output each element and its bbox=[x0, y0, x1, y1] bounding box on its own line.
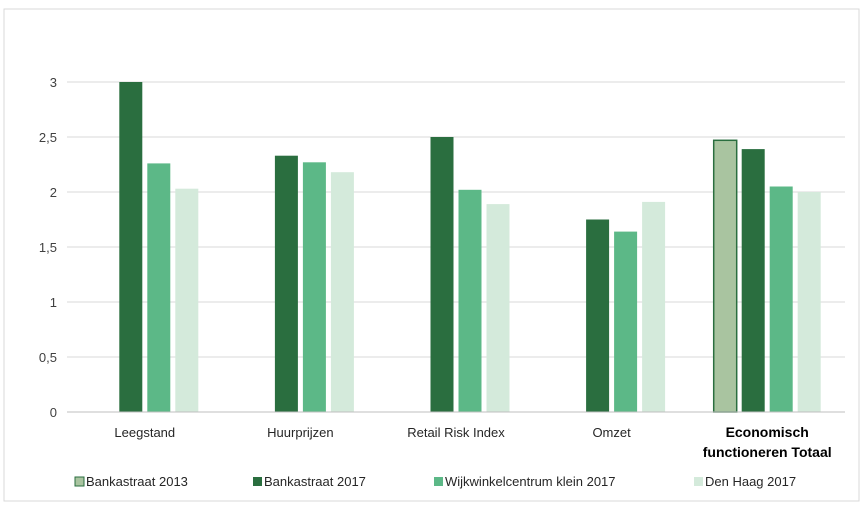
bar-bankastraat-2017-4 bbox=[741, 149, 765, 412]
bar-den-haag-2017-1 bbox=[330, 172, 354, 412]
y-tick-label: 1 bbox=[50, 295, 57, 310]
y-tick-label: 0,5 bbox=[39, 350, 57, 365]
bar-wijkwinkelcentrum-klein-2017-2 bbox=[458, 189, 482, 412]
bar-wijkwinkelcentrum-klein-2017-0 bbox=[147, 163, 171, 412]
y-tick-label: 3 bbox=[50, 75, 57, 90]
category-label: Leegstand bbox=[114, 425, 175, 440]
legend: Bankastraat 2013 Bankastraat 2017 Wijkwink… bbox=[74, 474, 796, 489]
bar-wijkwinkelcentrum-klein-2017-4 bbox=[769, 186, 793, 412]
bar-bankastraat-2017-0 bbox=[119, 82, 143, 412]
category-label: Economisch bbox=[726, 424, 809, 440]
bar-den-haag-2017-4 bbox=[797, 192, 821, 412]
bar-bankastraat-2017-2 bbox=[430, 137, 454, 412]
category-label: functioneren Totaal bbox=[703, 444, 832, 460]
bar-den-haag-2017-2 bbox=[486, 204, 510, 412]
bar-wijkwinkelcentrum-klein-2017-3 bbox=[614, 231, 638, 412]
bars bbox=[119, 82, 821, 413]
legend-swatch bbox=[74, 476, 85, 487]
bar-bankastraat-2013-4 bbox=[712, 139, 738, 413]
y-tick-label: 2 bbox=[50, 185, 57, 200]
y-axis-tick-labels: 0 0,5 1 1,5 2 2,5 3 bbox=[39, 75, 57, 420]
legend-swatch bbox=[694, 477, 703, 486]
y-tick-label: 1,5 bbox=[39, 240, 57, 255]
y-tick-label: 0 bbox=[50, 405, 57, 420]
legend-label: Bankastraat 2013 bbox=[86, 474, 188, 489]
bar-bankastraat-2017-1 bbox=[274, 155, 298, 412]
legend-label: Bankastraat 2017 bbox=[264, 474, 366, 489]
bar-wijkwinkelcentrum-klein-2017-1 bbox=[302, 162, 326, 412]
category-label: Retail Risk Index bbox=[407, 425, 505, 440]
category-label: Huurprijzen bbox=[267, 425, 333, 440]
legend-swatch bbox=[253, 477, 262, 486]
y-tick-label: 2,5 bbox=[39, 130, 57, 145]
bar-den-haag-2017-0 bbox=[175, 188, 199, 412]
category-labels: Leegstand Huurprijzen Retail Risk Index Omz… bbox=[114, 424, 831, 460]
legend-swatch bbox=[434, 477, 443, 486]
category-label: Omzet bbox=[592, 425, 631, 440]
legend-label: Den Haag 2017 bbox=[705, 474, 796, 489]
bar-bankastraat-2017-3 bbox=[586, 219, 610, 412]
legend-label: Wijkwinkelcentrum klein 2017 bbox=[445, 474, 616, 489]
bar-den-haag-2017-3 bbox=[642, 201, 666, 412]
